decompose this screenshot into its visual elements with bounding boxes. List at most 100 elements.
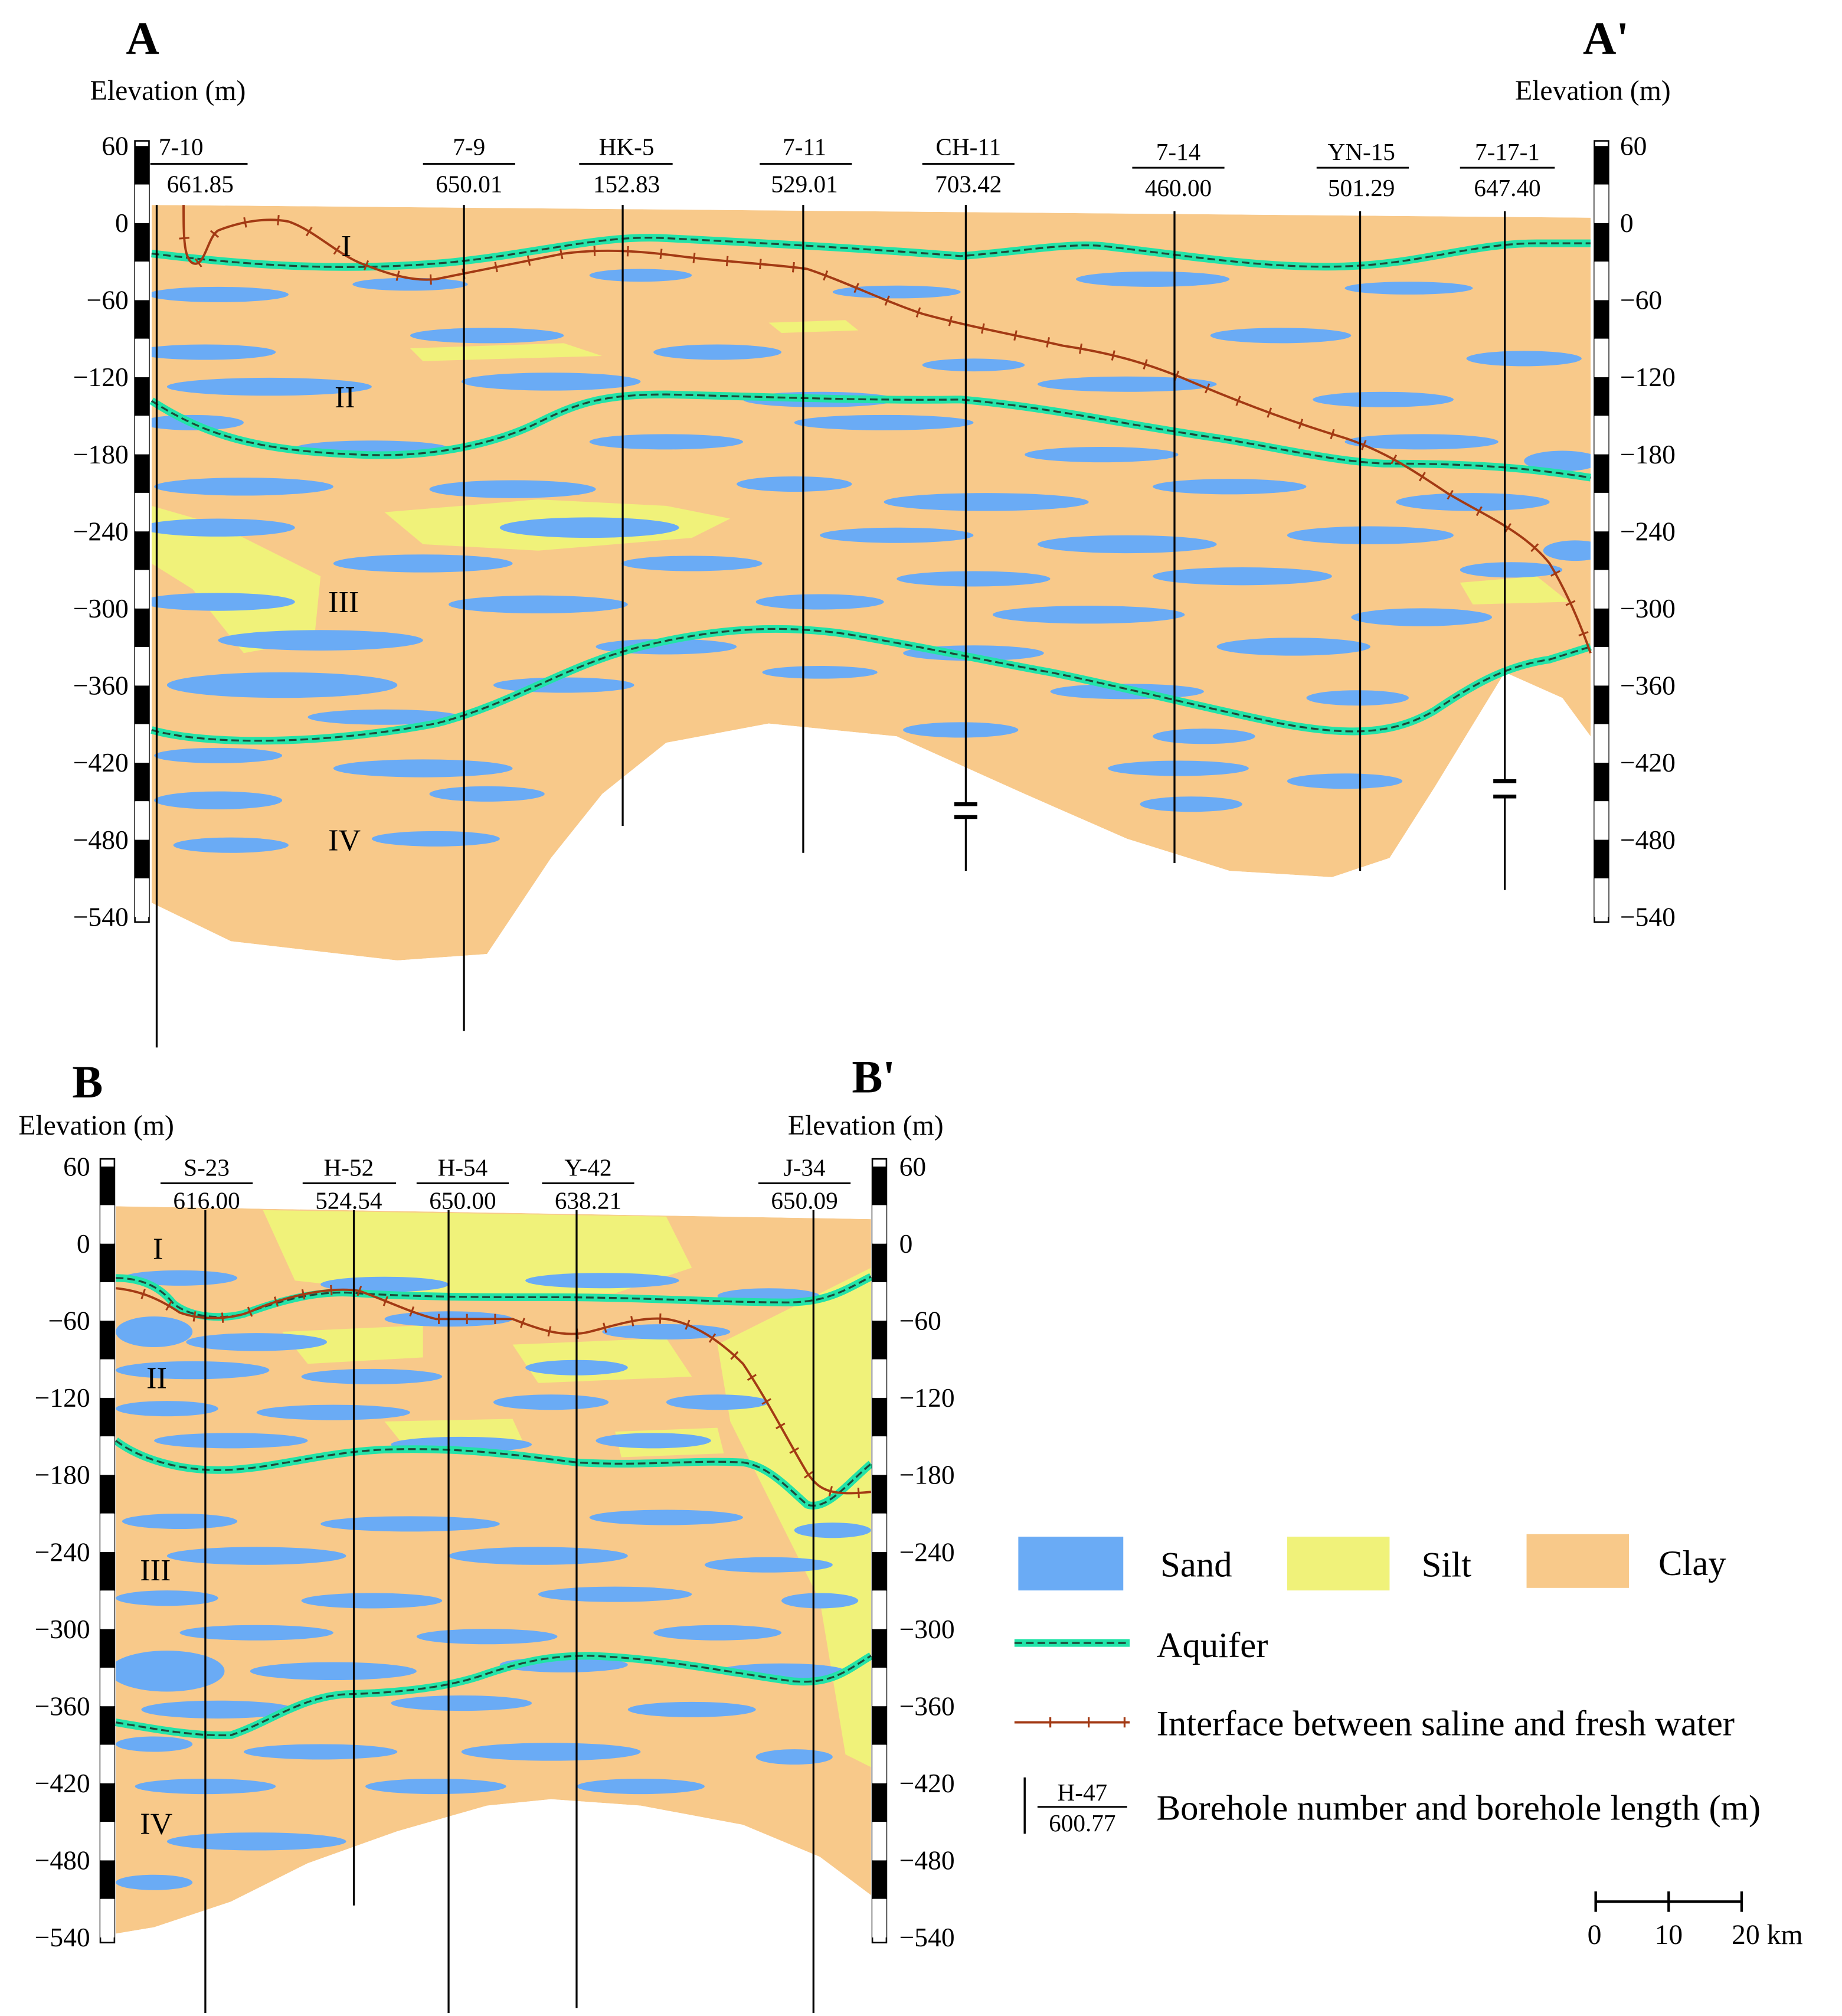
borehole-id: S-23 — [184, 1154, 230, 1181]
interface-tick — [247, 1306, 253, 1317]
axis-scale-block — [135, 223, 149, 262]
axis-scale-block — [135, 762, 149, 802]
section-b-right-axis: 60 0 −60 −120 −180 −240 −300 −360 −420 −480 −540 — [871, 1151, 955, 1952]
axis-scale-block — [135, 454, 149, 493]
axis-scale-block — [100, 1552, 114, 1591]
axis-scale-block — [1594, 878, 1609, 917]
interface-ticks — [140, 1285, 860, 1498]
borehole: J-34 650.09 — [758, 1154, 851, 2016]
borehole-id: H-52 — [324, 1154, 374, 1181]
interface-tick — [1143, 359, 1148, 370]
interface-tick — [526, 255, 531, 266]
aquifer-line-core — [151, 628, 1591, 742]
section-b-aquifers — [113, 1273, 874, 1740]
axis-scale-block — [135, 608, 149, 648]
aquifer-line-core — [115, 1655, 872, 1737]
axis-scale-block — [872, 1706, 886, 1745]
interface-tick — [857, 1488, 860, 1498]
axis-scale-block — [135, 839, 149, 878]
interface-tick — [776, 1422, 786, 1430]
axis-tick-label: 60 — [102, 130, 129, 161]
interface-tick — [1204, 383, 1210, 394]
axis-tick-label: −540 — [73, 901, 129, 932]
section-b-lithology — [116, 1206, 871, 1934]
interface-tick — [791, 262, 795, 273]
interface-tick — [789, 1447, 800, 1454]
axis-tick-label: −540 — [899, 1922, 955, 1952]
borehole-id: 7-14 — [1156, 138, 1201, 165]
axis-scale-block — [1594, 801, 1609, 840]
axis-tick-label: −60 — [1620, 285, 1662, 315]
axis-tick-label: −180 — [73, 439, 129, 469]
interface-tick — [333, 245, 341, 255]
axis-scale-block — [872, 1205, 886, 1244]
axis-scale-block — [1594, 300, 1609, 339]
axis-scale-block — [872, 1744, 886, 1783]
borehole: 7-14 460.00 — [1132, 138, 1225, 864]
axis-tick-label: 0 — [115, 208, 129, 238]
interface-tick — [560, 249, 564, 260]
axis-tick-label: −480 — [35, 1845, 90, 1875]
borehole-length: 524.54 — [315, 1187, 382, 1214]
borehole-id: H-54 — [438, 1154, 488, 1181]
section-a: A A' Elevation (m) Elevation (m) — [73, 12, 1676, 1048]
interface-tick — [804, 1471, 813, 1479]
aquifer-line-core — [116, 1276, 872, 1318]
aquifer-line-core — [151, 237, 1591, 268]
axis-tick-label: −180 — [35, 1460, 90, 1490]
axis-scale-block — [135, 570, 149, 609]
interface-tick — [603, 1322, 607, 1333]
interface-tick — [948, 316, 953, 326]
interface-tick — [273, 1296, 279, 1307]
legend-sand-label: Sand — [1160, 1545, 1232, 1584]
clay-fill — [151, 205, 1591, 960]
axis-tick-label: −300 — [73, 593, 129, 623]
axis-scale-block — [135, 531, 149, 570]
axis-tick-label: −180 — [899, 1460, 955, 1490]
axis-tick-label: −480 — [73, 825, 129, 855]
interface-tick — [1046, 337, 1051, 348]
borehole-id: Y-42 — [564, 1154, 611, 1181]
axis-scale-block — [1594, 531, 1609, 570]
unit-label-iii: III — [328, 586, 359, 619]
borehole-id: YN-15 — [1327, 138, 1395, 165]
borehole-length: 650.00 — [429, 1187, 496, 1214]
axis-scale-block — [135, 878, 149, 917]
section-b-left-axis-title: Elevation (m) — [18, 1110, 174, 1141]
legend-borehole-example-length: 600.77 — [1049, 1809, 1115, 1837]
axis-scale-block — [135, 338, 149, 378]
legend-aquifer-label: Aquifer — [1157, 1626, 1268, 1665]
axis-scale-block — [100, 1167, 114, 1205]
silt-lens — [263, 1210, 692, 1293]
silt-lens — [151, 505, 321, 654]
unit-label-iv: IV — [328, 824, 361, 857]
section-a-aquifers — [149, 234, 1592, 745]
axis-scale-block — [872, 1167, 886, 1205]
legend-borehole-label: Borehole number and borehole length (m) — [1157, 1788, 1761, 1828]
interface-tick — [1578, 630, 1589, 637]
borehole-length: 460.00 — [1145, 174, 1212, 201]
borehole-length: 152.83 — [593, 170, 660, 197]
section-b-units: I II III IV — [140, 1232, 172, 1841]
interface-tick — [363, 260, 369, 271]
axis-scale-block — [872, 1667, 886, 1707]
axis-scale-block — [1594, 338, 1609, 378]
scale-label-0: 0 — [1588, 1919, 1602, 1950]
saline-fresh-interface — [115, 1287, 872, 1495]
axis-scale-block — [872, 1860, 886, 1899]
section-b-boreholes: S-23 616.00 H-52 524.54 H-54 650.00 Y-42… — [160, 1154, 851, 2016]
section-a-right-axis-title: Elevation (m) — [1515, 75, 1671, 106]
saline-fresh-interface — [182, 205, 1592, 654]
axis-scale-block — [872, 1321, 886, 1360]
interface-tick — [382, 1296, 389, 1306]
axis-scale-block — [872, 1822, 886, 1861]
axis-scale-block — [1594, 724, 1609, 763]
section-a-start-label: A — [126, 12, 159, 64]
borehole-length: 650.01 — [436, 170, 502, 197]
interface-tick — [1111, 350, 1115, 361]
axis-tick-label: −540 — [1620, 901, 1676, 932]
interface-tick — [630, 1316, 634, 1326]
axis-scale-block — [1594, 184, 1609, 223]
interface-tick — [1565, 600, 1576, 606]
